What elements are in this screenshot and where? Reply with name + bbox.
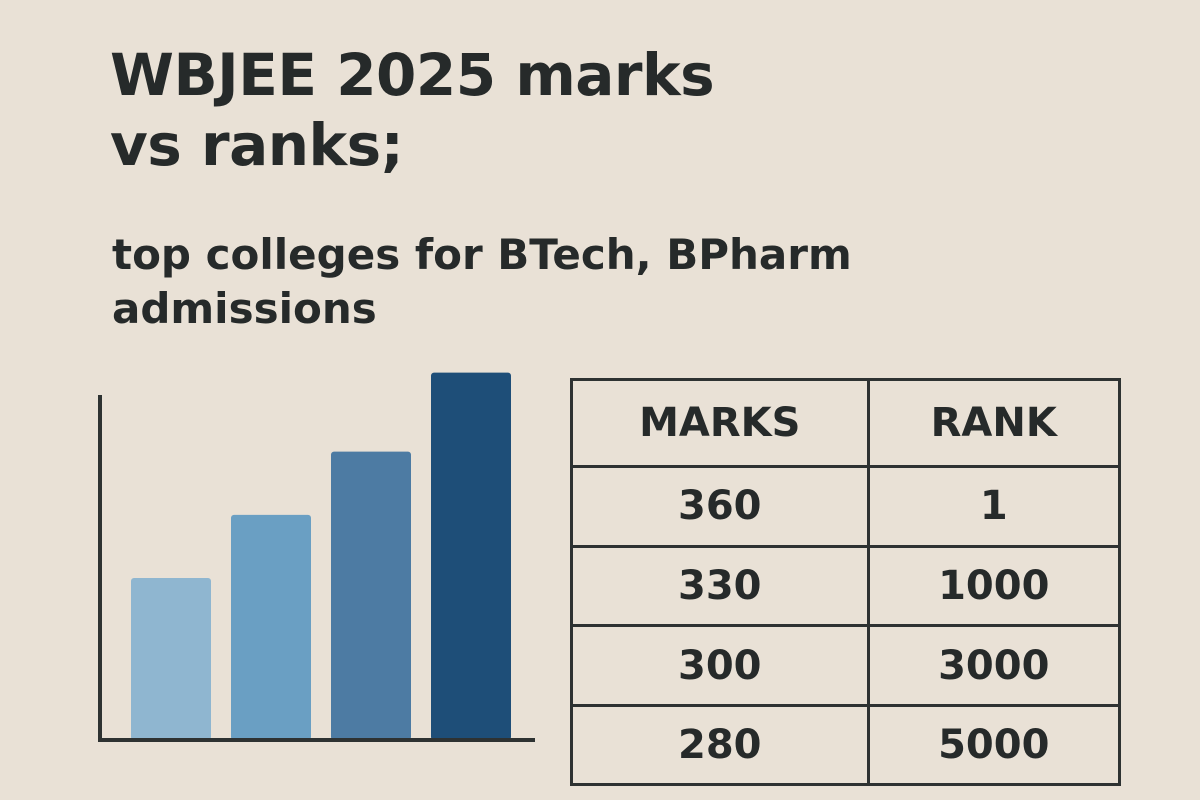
table-row: 300 3000 xyxy=(573,624,1118,708)
table-row: 360 1 xyxy=(573,465,1118,548)
subtitle-line-2: admissions xyxy=(112,284,377,333)
rank-cell: 5000 xyxy=(866,704,1118,783)
rank-cell: 1000 xyxy=(866,544,1118,628)
marks-cell: 300 xyxy=(573,624,870,708)
bar-2 xyxy=(231,514,311,740)
page-title: WBJEE 2025 marks vs ranks; xyxy=(110,40,715,180)
rank-column-header: RANK xyxy=(866,381,1118,468)
bar-3 xyxy=(331,451,411,740)
page-subtitle: top colleges for BTech, BPharm admission… xyxy=(112,228,852,336)
bar-1 xyxy=(131,578,211,740)
marks-column-header: MARKS xyxy=(573,381,870,468)
marks-cell: 360 xyxy=(573,465,870,548)
marks-cell: 280 xyxy=(573,704,870,783)
title-line-1: WBJEE 2025 marks xyxy=(110,41,715,109)
rank-cell: 3000 xyxy=(866,624,1118,708)
subtitle-line-1: top colleges for BTech, BPharm xyxy=(112,230,852,279)
title-line-2: vs ranks; xyxy=(110,111,404,179)
table-row: 280 5000 xyxy=(573,704,1118,783)
table-row: 330 1000 xyxy=(573,544,1118,628)
table-header-row: MARKS RANK xyxy=(573,381,1118,468)
rank-cell: 1 xyxy=(866,465,1118,548)
marks-cell: 330 xyxy=(573,544,870,628)
bar-4 xyxy=(431,372,511,740)
bar-group xyxy=(131,372,511,740)
marks-rank-table: MARKS RANK 360 1 330 1000 300 3000 280 5… xyxy=(570,378,1121,786)
